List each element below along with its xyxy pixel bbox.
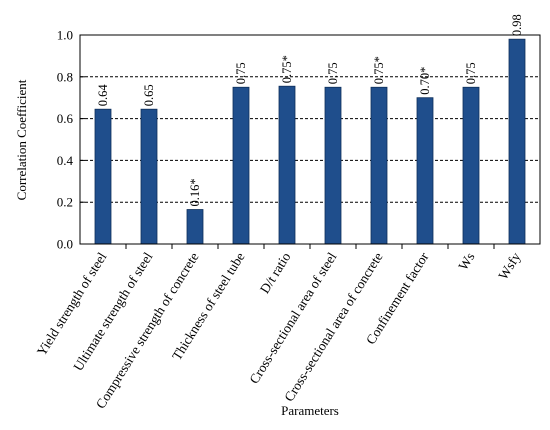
x-tick-label: Wsfy — [495, 249, 523, 282]
data-label: 0.75* — [280, 55, 294, 83]
data-label: 0.98 — [510, 14, 524, 36]
y-tick-label: 0.4 — [57, 153, 74, 168]
data-label: 0.65 — [142, 84, 156, 106]
y-axis-label: Correlation Coefficient — [14, 79, 29, 200]
bar — [508, 38, 526, 245]
x-tick-label: Ws — [455, 250, 477, 273]
x-axis-label: Parameters — [281, 403, 339, 418]
bar — [324, 86, 342, 245]
y-tick-label: 0.8 — [57, 69, 73, 84]
x-tick-label: Ultimate strength of steel — [70, 249, 155, 373]
x-tick-label: D/t ratio — [257, 249, 294, 296]
bar — [186, 209, 204, 245]
data-labels: 0.64 0.65 0.16* 0.75 0.75* 0.75 0.75* 0.70* 0.75… — [96, 14, 524, 206]
bar — [370, 86, 388, 245]
x-tick-label: Cross-sectional area of steel — [246, 249, 339, 386]
data-label: 0.75 — [326, 62, 340, 84]
bar — [232, 86, 250, 245]
y-tick-label: 1.0 — [57, 28, 73, 43]
data-label: 0.75* — [372, 56, 386, 84]
bar — [140, 108, 158, 245]
y-tick-label: 0.0 — [57, 237, 73, 252]
y-tick-label: 0.2 — [57, 195, 73, 210]
axes — [79, 34, 541, 249]
bar — [94, 108, 112, 245]
y-tick-labels: 0.0 0.2 0.4 0.6 0.8 1.0 — [57, 28, 74, 252]
bars — [94, 38, 526, 245]
y-tick-label: 0.6 — [57, 111, 74, 126]
plot-frame — [79, 34, 541, 245]
data-label: 0.16* — [188, 178, 202, 206]
bar — [462, 86, 480, 245]
data-label: 0.75 — [234, 62, 248, 84]
data-label: 0.70* — [418, 67, 432, 95]
bar — [278, 85, 296, 245]
data-label: 0.75 — [464, 62, 478, 84]
bar — [416, 97, 434, 245]
data-label: 0.64 — [96, 84, 110, 107]
